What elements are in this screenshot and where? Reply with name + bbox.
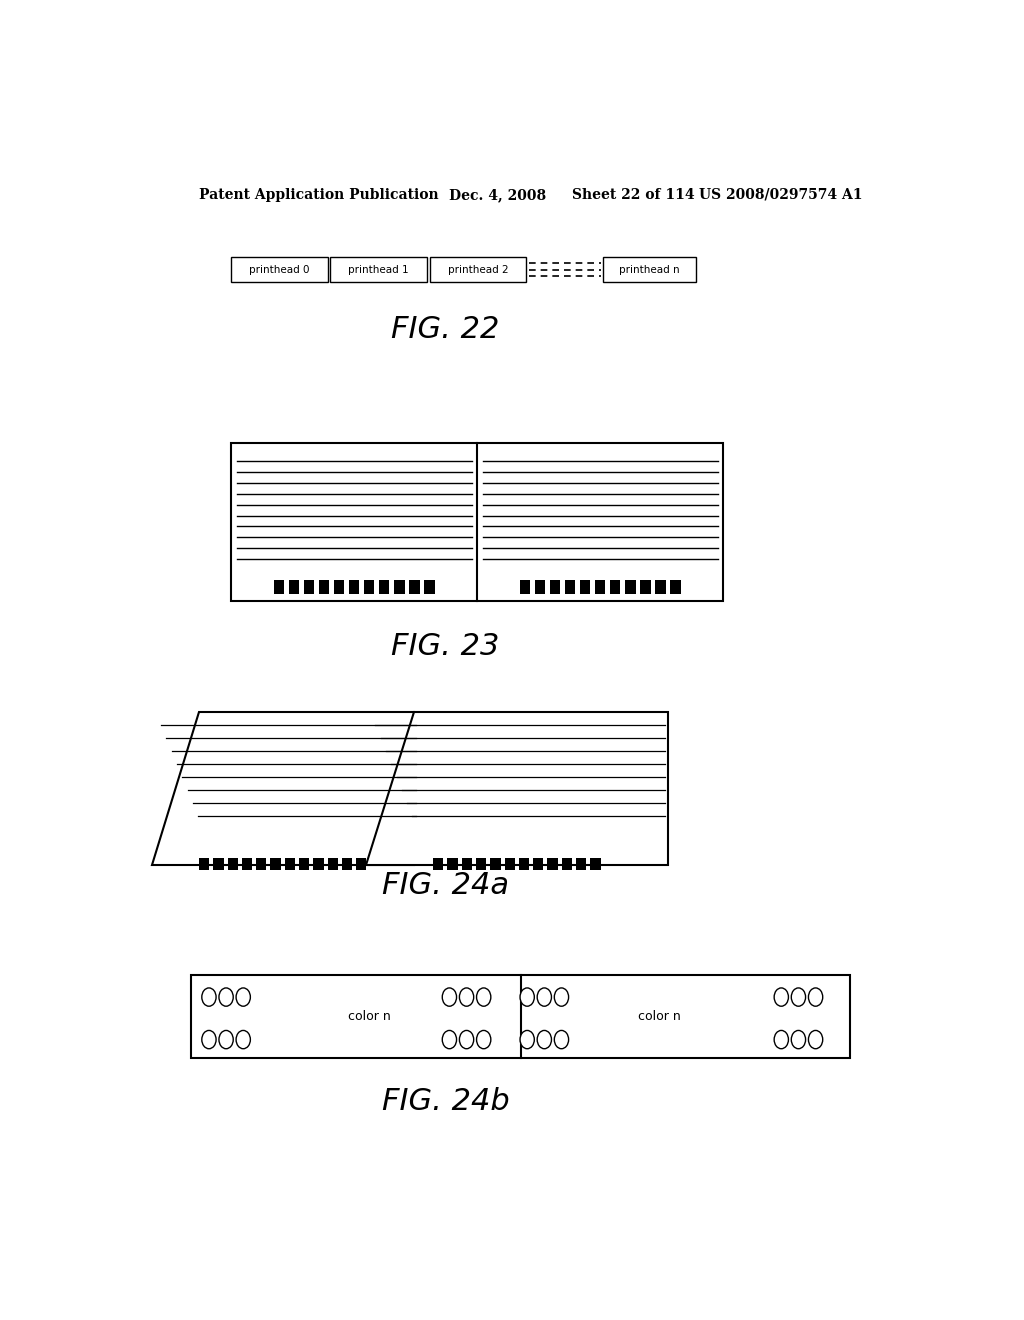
Bar (595, 581, 605, 594)
Bar (213, 858, 223, 870)
Bar (602, 257, 696, 282)
Bar (535, 581, 545, 594)
Text: printhead 2: printhead 2 (447, 265, 508, 275)
Bar (671, 581, 681, 594)
Bar (379, 581, 389, 594)
Bar (349, 581, 359, 594)
Circle shape (538, 1031, 552, 1048)
Bar (519, 858, 529, 870)
Text: FIG. 22: FIG. 22 (391, 314, 500, 343)
Circle shape (202, 1031, 216, 1048)
Bar (365, 581, 375, 594)
Circle shape (554, 987, 568, 1006)
Circle shape (774, 987, 788, 1006)
Bar (550, 581, 560, 594)
Bar (610, 581, 621, 594)
Circle shape (237, 1031, 251, 1048)
Circle shape (554, 1031, 568, 1048)
Bar (410, 581, 420, 594)
Circle shape (792, 987, 806, 1006)
Bar (590, 858, 601, 870)
Bar (562, 858, 572, 870)
Text: Dec. 4, 2008: Dec. 4, 2008 (450, 187, 547, 202)
Circle shape (476, 1031, 490, 1048)
Bar (534, 858, 544, 870)
Bar (655, 581, 666, 594)
Bar (575, 858, 587, 870)
Bar (433, 858, 443, 870)
Bar (565, 581, 575, 594)
Text: FIG. 24b: FIG. 24b (382, 1088, 509, 1117)
Bar (285, 858, 295, 870)
Bar (447, 858, 458, 870)
Bar (334, 581, 344, 594)
Bar (462, 858, 472, 870)
Circle shape (460, 987, 474, 1006)
Polygon shape (367, 713, 668, 865)
Circle shape (219, 1031, 233, 1048)
Bar (356, 858, 367, 870)
Bar (256, 858, 266, 870)
Circle shape (808, 1031, 822, 1048)
Text: printhead 0: printhead 0 (249, 265, 310, 275)
Circle shape (792, 1031, 806, 1048)
Bar (342, 858, 352, 870)
Bar (273, 581, 284, 594)
Bar (242, 858, 252, 870)
Text: Patent Application Publication: Patent Application Publication (200, 187, 439, 202)
Bar (490, 858, 501, 870)
Circle shape (520, 1031, 535, 1048)
Text: Sheet 22 of 114: Sheet 22 of 114 (572, 187, 695, 202)
Bar (227, 858, 238, 870)
Bar (299, 858, 309, 870)
Text: FIG. 24a: FIG. 24a (382, 871, 509, 900)
Text: color n: color n (638, 1010, 681, 1023)
Bar (270, 858, 281, 870)
Bar (424, 581, 435, 594)
Text: FIG. 23: FIG. 23 (391, 632, 500, 661)
Bar (519, 581, 530, 594)
Bar (331, 257, 427, 282)
Circle shape (460, 1031, 474, 1048)
Bar (191, 974, 850, 1057)
Circle shape (520, 987, 535, 1006)
Bar (430, 257, 526, 282)
Bar (476, 858, 486, 870)
Bar (328, 858, 338, 870)
Bar (231, 444, 723, 601)
Text: color n: color n (348, 1010, 391, 1023)
Polygon shape (152, 713, 414, 865)
Bar (548, 858, 558, 870)
Bar (304, 581, 314, 594)
Circle shape (442, 1031, 457, 1048)
Circle shape (538, 987, 552, 1006)
Circle shape (202, 987, 216, 1006)
Bar (394, 581, 404, 594)
Circle shape (774, 1031, 788, 1048)
Bar (640, 581, 650, 594)
Circle shape (442, 987, 457, 1006)
Text: printhead n: printhead n (620, 265, 680, 275)
Bar (289, 581, 299, 594)
Bar (505, 858, 515, 870)
Bar (318, 581, 329, 594)
Bar (313, 858, 324, 870)
Text: printhead 1: printhead 1 (348, 265, 410, 275)
Bar (199, 858, 209, 870)
Circle shape (237, 987, 251, 1006)
Bar (626, 581, 636, 594)
Bar (580, 581, 590, 594)
Circle shape (219, 987, 233, 1006)
Circle shape (808, 987, 822, 1006)
Text: US 2008/0297574 A1: US 2008/0297574 A1 (699, 187, 863, 202)
Circle shape (476, 987, 490, 1006)
Bar (231, 257, 328, 282)
